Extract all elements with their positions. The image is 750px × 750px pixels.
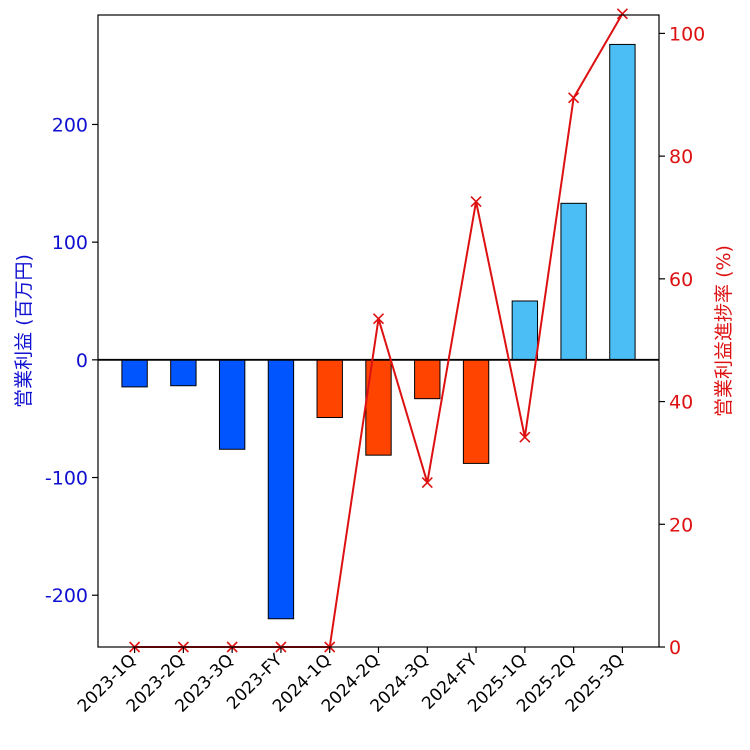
- right-tick-label: 0: [669, 637, 681, 659]
- x-axis-ticks: 2023-1Q2023-2Q2023-3Q2023-FY2024-1Q2024-…: [74, 647, 628, 717]
- left-tick-label: 200: [52, 114, 88, 136]
- progress-marker-2025-1Q: [519, 431, 531, 443]
- bar-2023-FY: [267, 359, 295, 620]
- left-tick-label: 0: [76, 350, 88, 372]
- right-tick-label: 20: [669, 514, 693, 536]
- left-axis-ticks: -200 -100 0 100 200: [45, 114, 98, 607]
- right-tick-label: 100: [669, 23, 705, 45]
- left-tick-label: -200: [45, 585, 88, 607]
- right-axis-ticks: 0 20 40 60 80 100: [659, 23, 705, 659]
- progress-marker-2025-2Q: [568, 92, 580, 104]
- bar-2023-2Q: [170, 359, 197, 387]
- bar-2025-2Q: [560, 202, 587, 361]
- right-tick-label: 60: [669, 269, 693, 291]
- progress-marker-2025-3Q: [616, 8, 628, 20]
- left-tick-label: -100: [45, 468, 88, 490]
- left-tick-label: 100: [52, 232, 88, 254]
- bar-2025-3Q: [609, 43, 636, 361]
- bar-2024-3Q: [414, 359, 441, 400]
- bar-2023-3Q: [218, 359, 246, 450]
- right-tick-label: 40: [669, 392, 693, 414]
- bar-2024-FY: [462, 359, 490, 464]
- progress-marker-2024-2Q: [372, 313, 385, 325]
- right-tick-label: 80: [669, 146, 693, 168]
- bar-2025-1Q: [511, 300, 539, 361]
- bar-series: [121, 43, 636, 620]
- bar-2023-1Q: [121, 359, 148, 388]
- bar-2024-1Q: [316, 359, 343, 419]
- progress-marker-2024-3Q: [421, 476, 433, 489]
- right-axis-label: 営業利益進捗率 (%): [713, 245, 735, 417]
- left-axis-label: 営業利益 (百万円): [13, 254, 35, 408]
- progress-marker-2024-FY: [470, 195, 482, 208]
